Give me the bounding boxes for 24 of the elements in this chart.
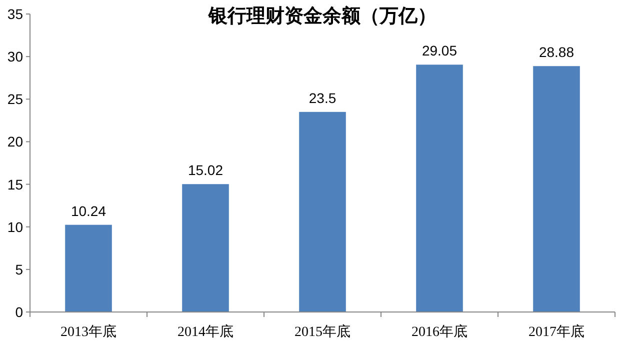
x-tick-label: 2013年底 <box>60 324 116 340</box>
y-tick-label: 30 <box>7 48 24 65</box>
bar <box>416 64 463 312</box>
x-tick-label: 2017年底 <box>528 324 584 340</box>
bar <box>299 112 346 312</box>
data-label: 28.88 <box>538 44 574 60</box>
y-tick-label: 10 <box>7 218 24 235</box>
data-label: 23.5 <box>308 90 336 106</box>
y-tick-label: 25 <box>7 91 24 108</box>
data-label: 10.24 <box>70 202 106 219</box>
bar <box>533 66 580 312</box>
y-tick-label: 20 <box>7 134 24 150</box>
bar <box>65 224 112 312</box>
x-tick-label: 2014年底 <box>178 324 234 340</box>
x-tick-label: 2015年底 <box>294 324 350 340</box>
chart-title: 银行理财资金余额（万亿） <box>208 5 436 27</box>
y-tick-label: 15 <box>7 176 24 192</box>
bar <box>182 184 229 312</box>
data-label: 29.05 <box>422 42 458 59</box>
y-tick-label: 35 <box>7 6 24 22</box>
x-tick-label: 2016年底 <box>412 324 468 340</box>
y-tick-label: 0 <box>15 304 24 320</box>
y-tick-label: 5 <box>15 261 24 278</box>
data-label: 15.02 <box>188 162 224 178</box>
